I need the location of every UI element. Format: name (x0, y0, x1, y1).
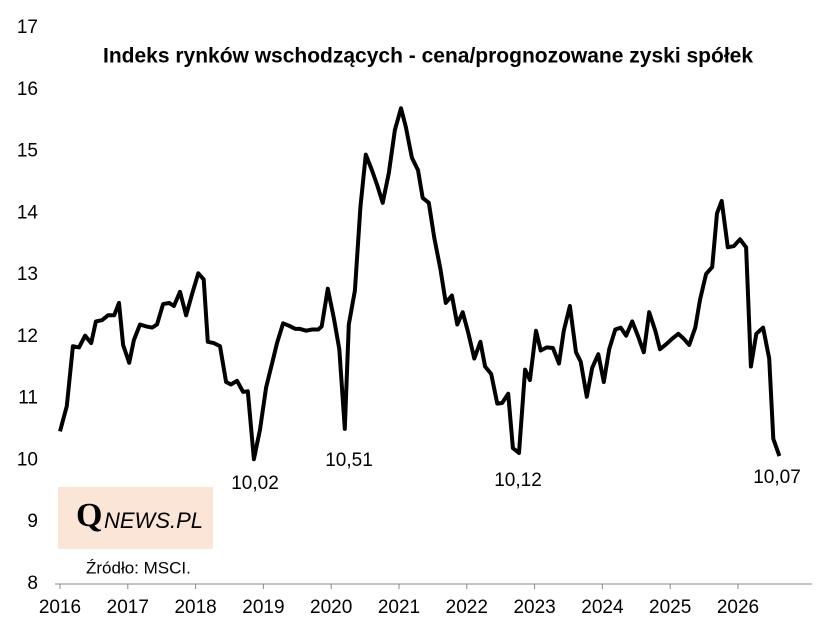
x-tick-label: 2023 (513, 597, 555, 618)
line (58, 106, 782, 462)
x-tick-label: 2018 (174, 597, 216, 618)
x-tick-label: 2022 (446, 597, 488, 618)
source: Źródło: MSCI. (86, 558, 191, 577)
x-tick-label: 2019 (242, 597, 284, 618)
y-tick-label: 17 (17, 17, 38, 38)
x-tick-label: 2017 (107, 597, 149, 618)
annotation: 10,51 (325, 450, 373, 471)
x-tick-label: 2016 (39, 597, 81, 618)
logo-q: Q (76, 497, 102, 534)
y-tick-label: 15 (17, 141, 38, 162)
y-tick-label: 14 (17, 202, 39, 223)
x-tick-label: 2020 (310, 597, 352, 618)
y-tick-label: 9 (27, 511, 38, 532)
chart-title: Indeks rynków wschodzących - cena/progno… (103, 45, 753, 68)
y-tick-label: 11 (18, 388, 38, 409)
y-tick-label: 16 (17, 79, 38, 100)
y-tick-label: 12 (17, 326, 38, 347)
y-tick-label: 10 (17, 449, 38, 470)
annotation: 10,07 (753, 467, 801, 488)
x-tick-label: 2026 (717, 597, 759, 618)
x-tick-label: 2025 (649, 597, 691, 618)
annotation: 10,12 (494, 470, 542, 491)
x-tick-label: 2021 (378, 597, 420, 618)
y-tick-label: 13 (17, 264, 38, 285)
x-tick-label: 2024 (581, 597, 624, 618)
annotation: 10,02 (231, 473, 279, 494)
logo-box (58, 487, 213, 549)
y-tick-label: 8 (27, 573, 38, 594)
logo-text: NEWS.PL (104, 508, 203, 533)
